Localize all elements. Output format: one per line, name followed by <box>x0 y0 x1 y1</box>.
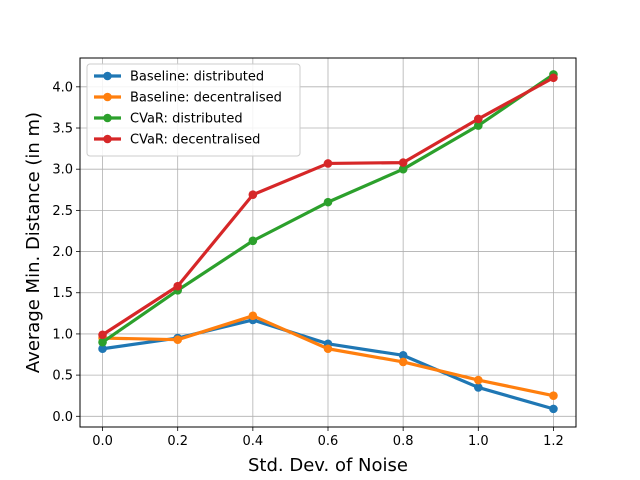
data-point <box>98 344 107 354</box>
legend-label: Baseline: distributed <box>130 70 264 85</box>
data-point <box>474 121 483 130</box>
legend-label: Baseline: decentralised <box>130 91 282 106</box>
y-tick-label: 2.0 <box>52 245 73 260</box>
y-axis-label: Average Min. Distance (in m) <box>23 112 44 373</box>
series-group <box>98 70 558 414</box>
data-point <box>398 164 408 174</box>
x-tick-label: 0.6 <box>318 434 339 449</box>
data-point <box>248 236 258 246</box>
data-point <box>398 158 408 167</box>
y-tick-label: 3.5 <box>52 122 73 137</box>
data-point <box>549 404 558 414</box>
data-point <box>549 391 558 401</box>
legend-label: CVaR: decentralised <box>130 133 260 148</box>
data-point <box>398 357 408 367</box>
data-point <box>474 383 483 392</box>
legend-label: CVaR: distributed <box>130 112 243 127</box>
y-tick-label: 4.0 <box>52 80 73 95</box>
legend-swatch-marker <box>103 134 112 144</box>
legend-box <box>86 63 301 157</box>
data-point <box>398 351 408 360</box>
legend-swatch-marker <box>103 92 112 102</box>
y-tick-label: 1.0 <box>52 327 73 342</box>
x-tick-label: 0.8 <box>393 434 414 449</box>
x-tick-label: 0.2 <box>167 434 188 449</box>
data-point <box>474 114 483 124</box>
y-tick-label: 0.5 <box>52 369 73 384</box>
x-axis-label: Std. Dev. of Noise <box>248 455 408 476</box>
x-tick-label: 1.2 <box>543 434 564 449</box>
data-point <box>323 159 333 168</box>
data-point <box>98 330 107 340</box>
y-tick-label: 1.5 <box>52 286 73 301</box>
legend-swatch-marker <box>103 113 112 123</box>
data-point <box>474 375 483 385</box>
data-point <box>323 344 333 354</box>
data-point <box>549 73 558 83</box>
legend-swatch-marker <box>103 71 112 81</box>
data-point <box>98 337 107 347</box>
y-tick-label: 2.5 <box>52 204 73 219</box>
x-tick-label: 0.0 <box>92 434 113 449</box>
y-tick-label: 3.0 <box>52 163 73 178</box>
data-point <box>173 335 182 344</box>
data-point <box>248 190 258 200</box>
ticks: 0.0 0.2 0.4 0.6 0.8 1.0 1.2 0.0 0.5 1.0 1.5 2.0 2.5 3… <box>52 80 563 449</box>
legend: Baseline: distributed Baseline: decentral… <box>86 63 301 157</box>
data-point <box>323 197 333 207</box>
data-point <box>173 281 182 291</box>
data-point <box>248 311 258 321</box>
x-tick-label: 0.4 <box>243 434 264 449</box>
y-tick-label: 0.0 <box>52 410 73 425</box>
x-tick-label: 1.0 <box>468 434 489 449</box>
